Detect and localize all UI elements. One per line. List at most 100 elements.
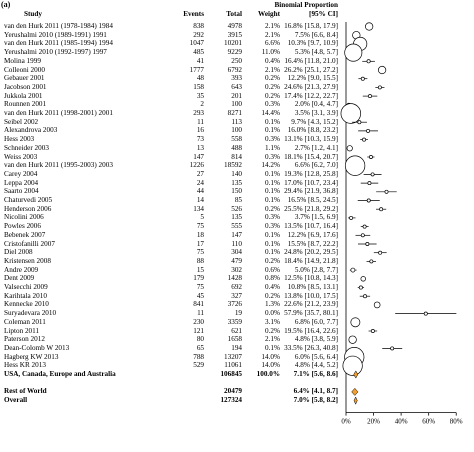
events-value: 1047: [189, 39, 204, 48]
study-name: Paterson 2012: [4, 335, 45, 344]
ci-value: 7.5% [6.6, 8.4]: [294, 30, 338, 39]
events-value: 293: [193, 109, 204, 117]
study-name: Dent 2009: [4, 274, 35, 283]
ci-value: 9.7% [4.3, 15.2]: [291, 117, 338, 126]
point-marker: [368, 155, 373, 159]
study-name: Saarto 2004: [4, 187, 39, 196]
x-tick-label: 40%: [395, 418, 408, 426]
study-name: Gebauer 2001: [4, 74, 45, 83]
total-value: 479: [231, 256, 242, 265]
total-value: 558: [231, 135, 242, 144]
point-marker: [384, 189, 389, 194]
total-value: 3359: [227, 317, 242, 326]
ci-value: 29.4% [21.9, 36.8]: [284, 187, 338, 196]
ci-value: 12.2% [6.9, 17.6]: [287, 230, 338, 239]
point-marker: [357, 120, 362, 125]
header-study: Study: [24, 10, 42, 18]
total-value: 194: [231, 343, 242, 352]
total-value: 304: [231, 248, 242, 257]
events-value: 121: [193, 326, 204, 335]
header-estimate: Binomial Proportion: [274, 1, 338, 9]
total-value: 147: [231, 230, 242, 239]
study-name: Valsecchi 2009: [4, 283, 48, 291]
total-value: 106845: [220, 370, 242, 378]
weight-value: 0.1%: [265, 343, 280, 352]
events-value: 838: [193, 22, 204, 30]
weight-value: 0.1%: [265, 196, 280, 204]
total-value: 1658: [227, 335, 242, 344]
events-value: 11: [197, 309, 204, 318]
weight-value: 0.1%: [265, 117, 280, 126]
point-marker: [377, 85, 382, 90]
study-name: Diel 2008: [4, 248, 33, 257]
study-name: Rest of World: [4, 387, 47, 396]
ci-value: 22.6% [21.2, 23.9]: [284, 300, 338, 309]
events-value: 88: [196, 256, 204, 265]
weight-value: 0.3%: [265, 213, 280, 222]
ci-value: 4.8% [4.4, 5.2]: [294, 361, 338, 370]
events-value: 2: [200, 100, 204, 109]
point-marker: [378, 250, 383, 255]
events-value: 11: [197, 117, 204, 126]
events-value: 18: [196, 230, 204, 239]
point-marker: [344, 43, 363, 62]
rest-diamond: [351, 387, 359, 396]
ci-value: 17.0% [10.7, 23.4]: [284, 178, 338, 187]
total-value: 488: [231, 143, 242, 152]
events-value: 73: [196, 135, 204, 144]
weight-value: 0.3%: [265, 222, 280, 231]
study-name: Karihtala 2010: [4, 291, 47, 300]
point-marker: [379, 207, 384, 212]
x-tick-label: 60%: [422, 418, 435, 426]
point-marker: [365, 242, 370, 246]
study-name: Hess 2003: [4, 135, 35, 144]
events-value: 75: [196, 222, 204, 231]
ci-value: 25.5% [21.8, 29.2]: [284, 204, 338, 213]
events-value: 41: [196, 56, 204, 65]
total-value: 3726: [227, 300, 242, 309]
events-value: 17: [196, 239, 204, 248]
weight-value: 100.0%: [256, 370, 280, 378]
ci-value: 18.4% [14.9, 21.8]: [284, 256, 338, 265]
total-value: 814: [231, 152, 242, 161]
ci-value: 16.0% [8.8, 23.2]: [287, 126, 338, 135]
point-marker: [348, 335, 357, 344]
study-name: Rounnen 2001: [4, 100, 47, 109]
ci-value: 13.8% [10.0, 17.5]: [284, 291, 338, 300]
study-name: Kennecke 2010: [4, 300, 49, 309]
panel-label: (a): [1, 0, 11, 9]
events-value: 15: [196, 265, 204, 274]
point-marker: [360, 233, 365, 238]
total-value: 6792: [227, 65, 242, 74]
ci-value: 33.5% [26.3, 40.8]: [284, 343, 338, 352]
ci-value: 57.9% [35.7, 80.1]: [284, 309, 338, 318]
ci-value: 5.0% [2.8, 7.7]: [294, 265, 338, 274]
point-marker: [363, 294, 367, 299]
point-marker: [350, 267, 356, 273]
point-marker: [377, 65, 387, 75]
point-marker: [373, 301, 381, 309]
total-value: 150: [231, 187, 242, 196]
ci-value: 13.5% [10.7, 16.4]: [284, 222, 338, 231]
ci-value: 18.1% [15.4, 20.7]: [284, 152, 338, 161]
total-value: 302: [231, 265, 242, 274]
point-marker: [366, 198, 371, 203]
events-value: 75: [196, 248, 204, 257]
ci-value: 17.4% [12.2, 22.7]: [284, 91, 338, 100]
total-value: 10201: [224, 39, 242, 48]
study-name: Cristofanilli 2007: [4, 239, 55, 248]
point-marker: [370, 329, 375, 333]
ci-value: 6.0% [5.6, 6.4]: [294, 352, 338, 361]
total-value: 110: [231, 239, 242, 248]
events-value: 485: [193, 48, 204, 57]
ci-value: 16.8% [15.8, 17.9]: [284, 22, 338, 30]
weight-value: 0.1%: [265, 230, 280, 239]
total-value: 11061: [224, 361, 242, 370]
events-value: 65: [196, 343, 204, 352]
weight-value: 0.3%: [265, 152, 280, 161]
point-marker: [358, 285, 363, 290]
study-name: Bebenek 2007: [4, 230, 46, 239]
point-marker: [362, 224, 367, 229]
weight-value: 0.2%: [265, 204, 280, 213]
